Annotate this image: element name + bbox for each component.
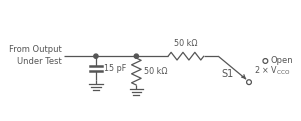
Circle shape [247, 80, 251, 85]
Text: Open: Open [270, 57, 293, 65]
Circle shape [134, 54, 138, 58]
Circle shape [263, 59, 268, 63]
Text: 2 $\times$ V$_{\mathregular{CCO}}$: 2 $\times$ V$_{\mathregular{CCO}}$ [254, 65, 290, 77]
Text: S1: S1 [221, 69, 234, 79]
Text: From Output
Under Test: From Output Under Test [9, 45, 62, 66]
Text: 50 kΩ: 50 kΩ [144, 67, 168, 76]
Circle shape [94, 54, 98, 58]
Text: 50 kΩ: 50 kΩ [174, 39, 198, 49]
Text: 15 pF: 15 pF [104, 64, 126, 73]
